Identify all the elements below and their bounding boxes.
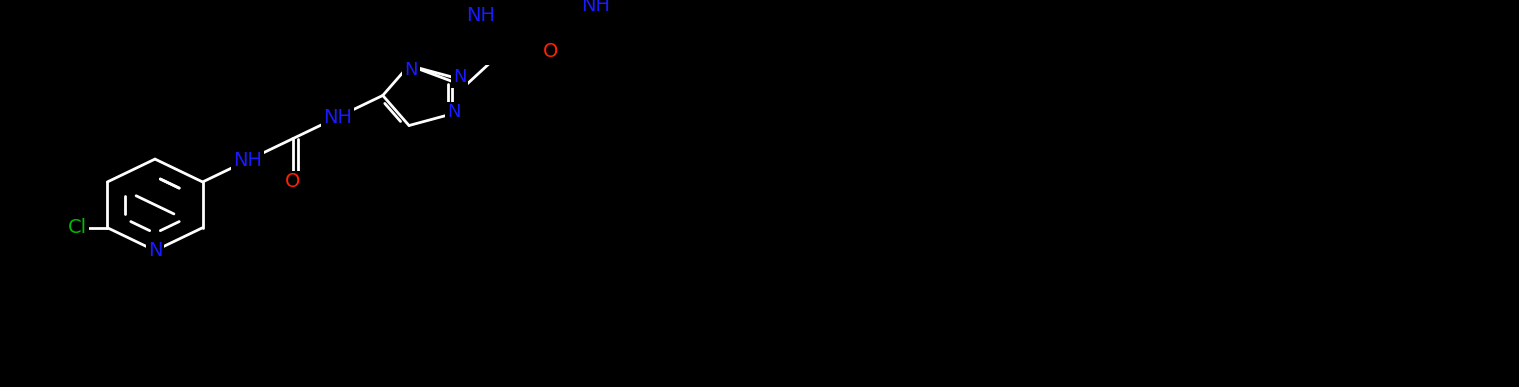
Text: NH: NH <box>582 0 611 15</box>
Text: N: N <box>453 68 466 86</box>
Text: N: N <box>147 241 163 260</box>
Text: N: N <box>404 60 418 79</box>
Text: NH: NH <box>466 7 495 26</box>
Text: NH: NH <box>324 108 352 127</box>
Text: Cl: Cl <box>68 218 87 237</box>
Text: O: O <box>544 42 559 61</box>
Text: O: O <box>286 173 301 192</box>
Text: N: N <box>447 103 460 122</box>
Text: NH: NH <box>232 151 263 170</box>
